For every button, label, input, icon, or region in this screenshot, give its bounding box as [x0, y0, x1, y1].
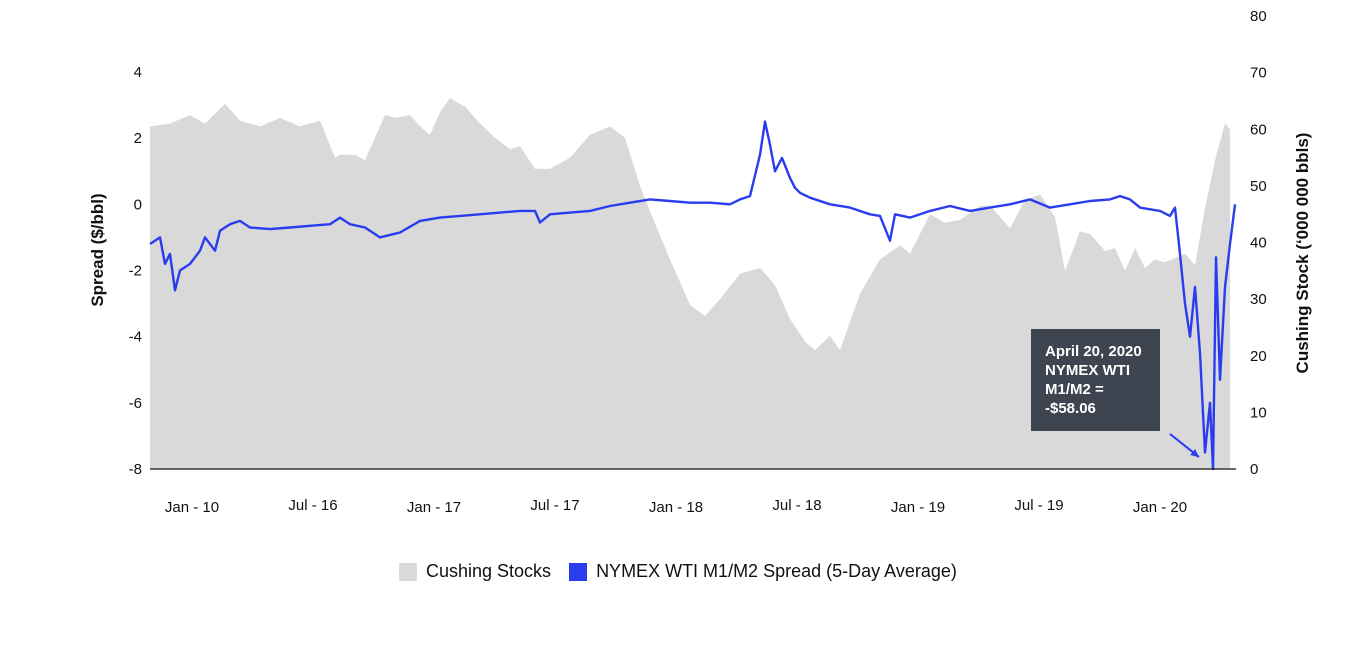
cushing-stocks-area [150, 98, 1230, 469]
x-tick-label: Jan - 20 [1133, 499, 1187, 516]
right-y-tick-label: 30 [1250, 291, 1267, 308]
right-y-tick-label: 80 [1250, 8, 1267, 25]
legend-item-cushing-stocks: Cushing Stocks [399, 561, 551, 582]
annotation-line-4: -$58.06 [1045, 400, 1096, 417]
annotation-line-3: M1/M2 = [1045, 381, 1104, 398]
right-y-axis-title: Cushing Stock (‘000 000 bbls) [1293, 133, 1312, 374]
right-y-tick-label: 0 [1250, 461, 1258, 478]
right-y-tick-label: 50 [1250, 178, 1267, 195]
x-tick-label: Jan - 17 [407, 499, 461, 516]
annotation-callout: April 20, 2020 NYMEX WTI M1/M2 = -$58.06 [1031, 329, 1160, 431]
right-y-tick-label: 10 [1250, 404, 1267, 421]
right-y-tick-label: 40 [1250, 235, 1267, 252]
x-tick-label: Jan - 18 [649, 499, 703, 516]
left-y-tick-label: 2 [134, 130, 142, 147]
x-tick-label: Jul - 19 [1014, 497, 1063, 514]
left-y-axis-title: Spread ($/bbl) [88, 193, 107, 306]
spread-line [149, 120, 1237, 471]
left-y-axis-ticks: 4 2 0 -2 -4 -6 -8 [129, 64, 142, 478]
right-y-tick-label: 20 [1250, 348, 1267, 365]
annotation-line-1: April 20, 2020 [1045, 343, 1142, 360]
legend-item-spread: NYMEX WTI M1/M2 Spread (5-Day Average) [569, 561, 957, 582]
chart-legend: Cushing Stocks NYMEX WTI M1/M2 Spread (5… [399, 561, 975, 582]
x-axis-ticks: Jan - 10 Jul - 16 Jan - 17 Jul - 17 Jan - 18… [165, 497, 1187, 516]
annotation-arrow [1169, 433, 1200, 458]
x-tick-label: Jan - 10 [165, 499, 219, 516]
legend-swatch-cushing-stocks [399, 562, 417, 581]
left-y-tick-label: 4 [134, 64, 142, 81]
x-tick-label: Jul - 16 [288, 497, 337, 514]
legend-label-cushing-stocks: Cushing Stocks [426, 561, 552, 581]
x-tick-label: Jul - 17 [530, 497, 579, 514]
left-y-tick-label: -2 [129, 263, 142, 280]
cushing-stocks-area-layer [150, 98, 1230, 469]
legend-label-spread: NYMEX WTI M1/M2 Spread (5-Day Average) [596, 561, 957, 581]
left-y-tick-label: -4 [129, 329, 142, 346]
left-y-tick-label: 0 [134, 196, 142, 213]
left-y-tick-label: -6 [129, 395, 142, 412]
x-tick-label: Jul - 18 [772, 497, 821, 514]
left-y-tick-label: -8 [129, 461, 142, 478]
right-y-tick-label: 70 [1250, 65, 1267, 82]
x-tick-label: Jan - 19 [891, 499, 945, 516]
right-y-axis-ticks: 80 70 60 50 40 30 20 10 0 [1250, 8, 1267, 478]
spread-line-layer [149, 120, 1237, 471]
annotation-line-2: NYMEX WTI [1045, 362, 1130, 379]
legend-swatch-spread [569, 562, 588, 581]
right-y-tick-label: 60 [1250, 121, 1267, 138]
annotation-arrow-head [1190, 448, 1199, 458]
